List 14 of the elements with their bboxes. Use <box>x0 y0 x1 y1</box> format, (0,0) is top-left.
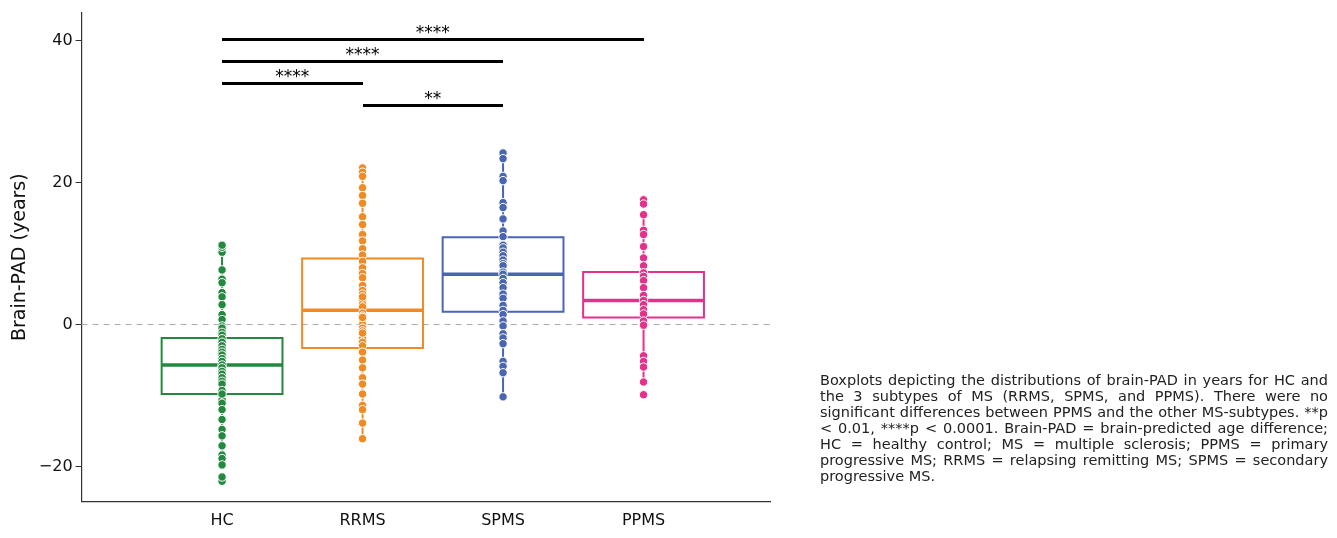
x-tick-label: HC <box>210 509 234 529</box>
x-tick-label: RRMS <box>339 509 386 529</box>
y-tick-label: 0 <box>62 313 73 333</box>
y-tick-label: −20 <box>38 455 73 475</box>
annotation: **** <box>275 65 310 86</box>
annotation: **** <box>415 21 450 42</box>
y-tick-label: 20 <box>52 171 73 191</box>
x-tick-label: PPMS <box>621 509 666 529</box>
text: Boxplots depicting the distributions of brain-PAD in years for HC and the 3 subtypes of MS (RRMS, SPMS, and PPMS). There were no significant differences between PPMS and the other MS-subtypes. **p < 0.01, ****p < 0.0001. Brain-PAD = brain-predicted age difference; HC = healthy control; MS = multiple sclerosis; PPMS = primary progressive MS; RRMS = relapsing remitting MS; SPMS = secondary progressive MS. <box>820 372 1328 484</box>
x-tick-label: SPMS <box>481 509 525 529</box>
y-axis-title: Brain-PAD (years) <box>7 173 30 342</box>
annotation: **** <box>345 43 380 64</box>
y-tick-label: 40 <box>52 30 73 50</box>
annotation: ** <box>424 87 442 108</box>
